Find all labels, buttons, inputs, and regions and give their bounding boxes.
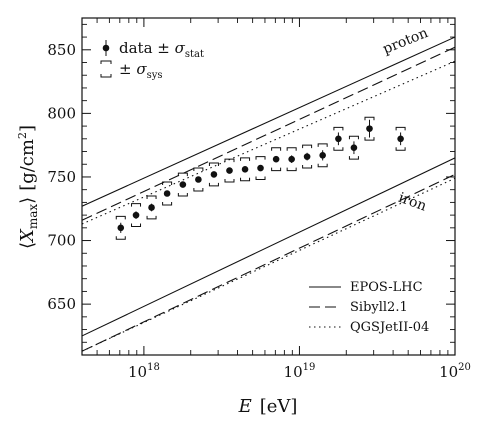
data-point-group	[177, 172, 188, 197]
data-point-group	[364, 116, 375, 141]
sys-bracket-upper	[224, 158, 235, 163]
x-tick-label: 1018	[128, 362, 160, 381]
sys-bracket-upper	[395, 126, 406, 131]
data-point	[303, 153, 311, 160]
sys-bracket-upper	[255, 156, 266, 160]
data-point	[288, 155, 295, 163]
data-point-group	[146, 195, 157, 220]
sys-bracket-lower	[240, 177, 251, 182]
data-point-group	[224, 158, 235, 183]
sys-bracket-upper	[302, 144, 313, 149]
sys-bracket-upper	[333, 126, 344, 131]
plot-frame	[81, 17, 456, 356]
data-point	[179, 181, 187, 188]
model-line-sibyll2.1-proton	[82, 46, 455, 221]
data-point	[210, 171, 218, 178]
legend-sys-bracket-upper	[100, 60, 112, 64]
data-point-group	[333, 126, 344, 151]
data-point-group	[317, 143, 328, 168]
data-point-group	[208, 162, 219, 187]
data-point	[366, 125, 373, 132]
sys-bracket-lower	[348, 156, 359, 160]
data-point	[350, 144, 358, 152]
legend-data-label: data ± σstat	[119, 39, 204, 60]
sys-bracket-lower	[286, 167, 297, 172]
data-point	[163, 190, 171, 197]
legend-data-marker	[102, 44, 110, 52]
sys-bracket-upper	[177, 172, 188, 177]
data-point	[148, 204, 155, 211]
legend-sys-label: ± σsys	[119, 60, 163, 81]
x-axis-title: E [eV]	[238, 396, 298, 417]
data-point-group	[162, 181, 173, 206]
sys-bracket-upper	[162, 181, 173, 186]
sys-bracket-upper	[146, 195, 157, 200]
model-line-epos-lhc-proton	[82, 36, 455, 207]
sys-bracket-lower	[146, 215, 157, 220]
model-line-qgsjetii-04-iron	[82, 177, 455, 352]
sys-bracket-lower	[271, 167, 282, 172]
y-tick-label: 700	[47, 232, 76, 250]
model-line-epos-lhc-iron	[82, 157, 455, 337]
data-point-group	[271, 147, 282, 172]
data-point	[319, 152, 326, 159]
data-point	[335, 135, 342, 143]
legend-label-sibyll2.1: Sibyll2.1	[350, 300, 408, 315]
sys-bracket-lower	[317, 163, 328, 168]
legend-label-epos-lhc: EPOS-LHC	[350, 280, 423, 295]
data-point-group	[348, 135, 359, 160]
sys-bracket-lower	[162, 201, 173, 206]
data-point	[241, 166, 249, 173]
data-point	[257, 164, 264, 172]
data-point-group	[286, 147, 297, 172]
data-point-group	[395, 126, 406, 151]
y-tick-label: 750	[47, 168, 76, 186]
sys-bracket-lower	[193, 187, 204, 192]
iron-annotation: iron	[396, 190, 428, 215]
data-point	[226, 167, 233, 174]
sys-bracket-upper	[364, 116, 375, 121]
sys-bracket-upper	[240, 157, 251, 161]
data-point-group	[255, 156, 266, 181]
sys-bracket-upper	[348, 135, 359, 140]
data-point	[117, 224, 125, 232]
sys-bracket-upper	[193, 167, 204, 172]
model-line-sibyll2.1-iron	[82, 173, 455, 352]
x-tick-label: 1020	[439, 362, 471, 381]
sys-bracket-lower	[302, 165, 313, 169]
data-point-group	[240, 157, 251, 182]
sys-bracket-upper	[286, 147, 297, 151]
data-point-group	[193, 167, 204, 192]
sys-bracket-lower	[131, 223, 142, 228]
sys-bracket-lower	[255, 176, 266, 181]
y-tick-label: 650	[47, 295, 76, 313]
legend-sys-bracket-lower	[100, 74, 112, 78]
sys-bracket-lower	[333, 147, 344, 151]
y-tick-label: 800	[47, 104, 76, 122]
data-point-group	[302, 144, 313, 169]
y-axis-title: ⟨Xmax⟩[g/cm2]	[16, 125, 40, 249]
proton-annotation: proton	[381, 25, 431, 57]
sys-bracket-upper	[131, 203, 142, 207]
legend-label-qgsjetii-04: QGSJetII-04	[350, 320, 429, 335]
data-point	[195, 176, 202, 183]
data-point-group	[115, 215, 126, 240]
data-point	[397, 135, 404, 143]
x-tick-label: 1019	[284, 362, 316, 381]
sys-bracket-lower	[395, 147, 406, 151]
sys-bracket-upper	[271, 147, 282, 151]
data-point	[272, 155, 280, 163]
sys-bracket-lower	[364, 137, 375, 141]
sys-bracket-lower	[208, 182, 219, 187]
y-tick-label: 850	[47, 41, 76, 59]
data-point	[132, 211, 140, 219]
sys-bracket-upper	[208, 162, 219, 166]
sys-bracket-lower	[115, 236, 126, 240]
data-point-group	[131, 203, 142, 228]
sys-bracket-upper	[317, 143, 328, 147]
sys-bracket-lower	[177, 193, 188, 197]
sys-bracket-lower	[224, 179, 235, 183]
sys-bracket-upper	[115, 215, 126, 220]
